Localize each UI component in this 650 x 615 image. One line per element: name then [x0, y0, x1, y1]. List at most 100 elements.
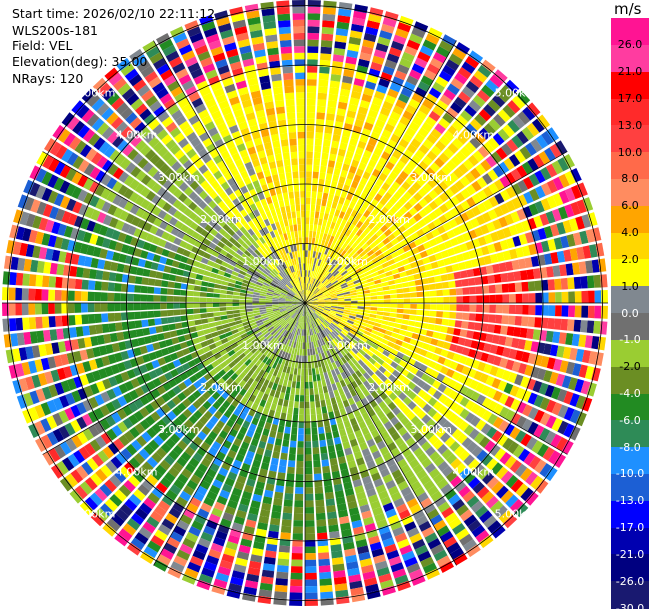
gate-cell	[246, 303, 253, 306]
gate-cell	[88, 314, 95, 324]
gate-cell	[135, 320, 142, 328]
gate-cell	[302, 356, 305, 363]
gate-cell	[188, 278, 195, 284]
gate-cell	[252, 298, 259, 301]
gate-cell	[163, 332, 171, 339]
gate-cell	[42, 316, 49, 328]
gate-cell	[315, 238, 319, 245]
gate-cell	[410, 292, 417, 297]
gate-cell	[35, 303, 42, 315]
gate-cell	[315, 401, 320, 408]
gate-cell	[308, 33, 320, 40]
gate-cell	[332, 134, 340, 142]
gate-cell	[520, 270, 528, 280]
gate-cell	[305, 579, 317, 586]
gate-cell	[310, 211, 314, 218]
gate-cell	[322, 466, 330, 473]
gate-cell	[101, 313, 108, 322]
gate-cell	[555, 292, 562, 303]
gate-cell	[318, 546, 329, 553]
gate-cell	[140, 294, 147, 301]
gate-cell	[277, 194, 283, 201]
gate-cell	[274, 492, 283, 500]
gate-cell	[371, 300, 378, 303]
gate-cell	[294, 46, 305, 53]
gate-cell	[306, 191, 311, 198]
gate-cell	[307, 112, 315, 119]
gate-cell	[568, 291, 575, 303]
gate-cell	[173, 303, 180, 309]
gate-cell	[305, 277, 306, 284]
gate-cell	[415, 279, 422, 285]
gate-cell	[272, 174, 279, 182]
gate-cell	[75, 303, 82, 313]
gate-cell	[22, 288, 29, 300]
gate-cell	[294, 368, 298, 375]
gate-cell	[43, 330, 51, 342]
gate-cell	[269, 524, 280, 532]
gate-cell	[300, 389, 304, 396]
gate-cell	[154, 318, 161, 325]
gate-cell	[308, 13, 321, 20]
gate-cell	[101, 303, 108, 312]
gate-cell	[292, 546, 303, 553]
gate-cell	[323, 413, 329, 420]
gate-cell	[316, 205, 321, 212]
gate-cell	[430, 297, 437, 303]
gate-cell	[436, 290, 443, 296]
gate-cell	[294, 185, 299, 192]
gate-cell	[286, 172, 292, 179]
gate-cell	[308, 7, 321, 14]
gate-cell	[476, 286, 483, 294]
gate-cell	[388, 280, 395, 285]
gate-cell	[299, 237, 302, 244]
gate-cell	[206, 293, 213, 298]
gate-cell	[282, 213, 287, 220]
gate-cell	[141, 286, 148, 293]
gate-cell	[314, 467, 322, 474]
gate-cell	[305, 250, 307, 257]
gate-cell	[210, 327, 217, 333]
gate-cell	[287, 212, 292, 219]
gate-cell	[281, 446, 288, 453]
gate-cell	[403, 288, 410, 293]
gate-cell	[274, 411, 280, 419]
gate-cell	[278, 20, 291, 28]
gate-cell	[306, 231, 309, 238]
gate-cell	[297, 369, 301, 376]
gate-cell	[22, 273, 30, 286]
gate-cell	[283, 192, 289, 199]
gate-cell	[68, 291, 75, 301]
gate-cell	[180, 303, 187, 308]
gate-cell	[300, 342, 302, 349]
gate-cell	[287, 414, 293, 421]
gate-cell	[297, 112, 305, 119]
gate-cell	[305, 494, 314, 501]
gate-cell	[321, 34, 333, 42]
gate-cell	[305, 474, 313, 481]
gate-cell	[275, 208, 281, 215]
gate-cell	[301, 336, 303, 343]
gate-cell	[285, 165, 292, 172]
gate-cell	[306, 217, 310, 224]
gate-cell	[226, 311, 233, 315]
gate-cell	[316, 407, 322, 414]
gate-cell	[295, 238, 299, 245]
gate-cell	[173, 310, 180, 316]
gate-cell	[315, 493, 324, 500]
gate-cell	[322, 27, 334, 35]
gate-cell	[328, 100, 337, 108]
gate-cell	[128, 284, 135, 292]
gate-cell	[588, 291, 595, 303]
gate-cell	[312, 368, 316, 375]
gate-cell	[214, 284, 221, 289]
gate-cell	[136, 267, 144, 275]
gate-cell	[291, 573, 303, 580]
gate-cell	[273, 201, 279, 209]
gate-cell	[315, 368, 319, 375]
gate-cell	[389, 285, 396, 290]
gate-cell	[324, 186, 330, 193]
gate-cell	[294, 507, 303, 514]
gate-cell	[549, 292, 556, 303]
gate-cell	[317, 99, 326, 106]
